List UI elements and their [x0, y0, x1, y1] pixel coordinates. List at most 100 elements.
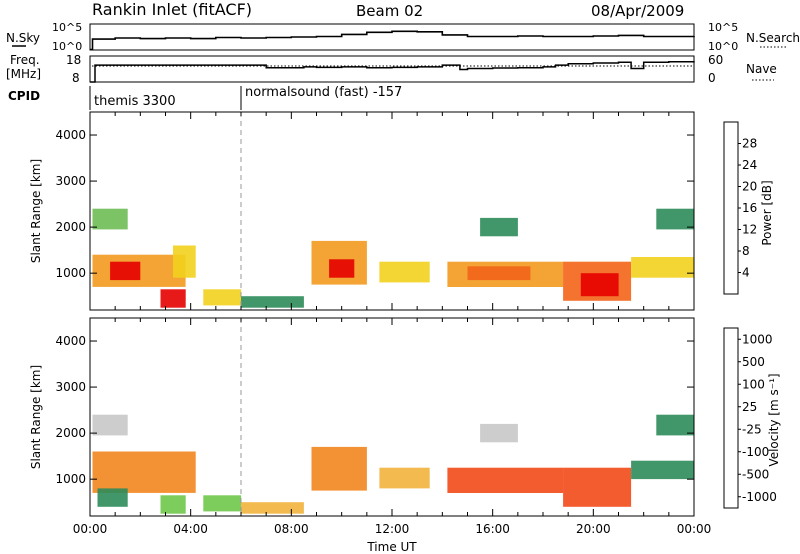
cpid-segment-1: normalsound (fast) -157 [245, 85, 402, 100]
velocity-ytick-label-0: 1000 [55, 472, 86, 486]
velocity-x-ticks: 00:00 04:00 08:00 12:00 16:00 20:00 00:00 [73, 318, 712, 536]
velocity-panel: 1000 2000 3000 4000 00:00 04:00 08:00 12:00 16:… [29, 317, 781, 554]
nave-label: Nave [746, 62, 777, 76]
power-panel: 1000 2000 3000 4000 Slant Range [km] 4 8 12 16… [29, 111, 774, 311]
power-ytick-label-2: 3000 [55, 174, 86, 188]
velocity-data [92, 414, 695, 514]
nsearch-tick-top: 10^5 [708, 21, 738, 34]
power-ylabel: Slant Range [km] [29, 159, 43, 263]
power-region-6 [241, 296, 304, 308]
velocity-colorbar: 1000 500 100 25 -25 -100 -500 -1000 [723, 327, 777, 509]
velocity-colorbar-label-4: -25 [742, 422, 762, 436]
velocity-region-7 [379, 467, 430, 489]
velocity-region-4 [203, 495, 242, 512]
power-ytick-label-3: 4000 [55, 128, 86, 142]
nsky-tick-bottom: 10^0 [52, 40, 82, 53]
velocity-region-6 [311, 446, 367, 491]
power-region-4 [173, 245, 196, 278]
freq-tick-bottom: 8 [72, 71, 80, 85]
nsky-frame [89, 23, 695, 51]
power-colorbar-label-0: 4 [742, 266, 750, 280]
nsky-series-line [90, 30, 695, 51]
velocity-xtick-label-2: 08:00 [274, 522, 309, 536]
velocity-xtick-label-1: 04:00 [173, 522, 208, 536]
chart-title: Rankin Inlet (fitACF) [92, 0, 252, 19]
velocity-region-9 [480, 423, 518, 443]
freq-panel: Freq. [MHz] 18 8 60 0 Nave [6, 53, 777, 85]
nsearch-tick-bottom: 10^0 [708, 40, 738, 53]
power-region-8 [329, 259, 355, 278]
freq-label-line2: [MHz] [6, 67, 41, 81]
velocity-colorbar-label-5: -100 [742, 445, 769, 459]
power-y-ticks: 1000 2000 3000 4000 [55, 128, 694, 280]
nave-tick-top: 60 [708, 53, 723, 67]
velocity-region-0 [92, 414, 128, 436]
power-x-ticks [89, 112, 695, 310]
velocity-colorbar-label-6: -500 [742, 467, 769, 481]
velocity-xtick-label-5: 20:00 [576, 522, 611, 536]
freq-tick-top: 18 [66, 53, 81, 67]
power-colorbar-label-5: 24 [742, 158, 757, 172]
velocity-colorbar-label-1: 500 [742, 355, 765, 369]
nsky-tick-top: 10^5 [52, 21, 82, 34]
power-colorbar-frame [723, 121, 739, 295]
velocity-colorbar-label-3: 25 [742, 400, 757, 414]
velocity-ytick-label-2: 3000 [55, 380, 86, 394]
power-region-2 [110, 261, 141, 281]
power-region-9 [379, 261, 430, 283]
cpid-label: CPID [8, 89, 40, 103]
velocity-region-3 [160, 495, 186, 514]
velocity-ylabel: Slant Range [km] [29, 365, 43, 469]
velocity-xtick-label-4: 16:00 [475, 522, 510, 536]
nsky-label: N.Sky [6, 31, 40, 45]
power-colorbar-label-2: 12 [742, 223, 757, 237]
power-colorbar-label-1: 8 [742, 244, 750, 258]
nsearch-label: N.Search [746, 31, 800, 45]
power-region-14 [631, 257, 694, 278]
date-label: 08/Apr/2009 [591, 2, 684, 20]
velocity-xtick-label-6: 00:00 [677, 522, 712, 536]
power-data [92, 208, 695, 308]
x-axis-label: Time UT [366, 540, 417, 554]
velocity-colorbar-label-7: -1000 [742, 490, 777, 504]
power-colorbar-label-6: 28 [742, 137, 757, 151]
power-colorbar-label-3: 16 [742, 201, 757, 215]
velocity-xtick-label-0: 00:00 [73, 522, 108, 536]
cpid-segment-0: themis 3300 [94, 94, 176, 109]
velocity-region-12 [656, 414, 695, 436]
power-region-3 [160, 289, 186, 308]
velocity-region-11 [631, 460, 694, 480]
power-region-11 [467, 266, 531, 281]
power-region-5 [203, 289, 242, 306]
velocity-region-8 [447, 467, 564, 493]
cpid-row: CPID themis 3300 normalsound (fast) -157 [8, 85, 402, 110]
freq-frame [89, 55, 695, 83]
power-colorbar: 4 8 12 16 20 24 28 [723, 121, 757, 295]
velocity-colorbar-frame [723, 327, 739, 509]
nsky-panel: N.Sky 10^5 10^0 10^5 10^0 N.Search [6, 21, 800, 53]
power-colorbar-label-4: 20 [742, 180, 757, 194]
power-region-0 [92, 208, 128, 230]
nave-tick-bottom: 0 [708, 71, 716, 85]
velocity-xtick-label-3: 12:00 [375, 522, 410, 536]
power-region-13 [580, 273, 619, 297]
power-region-16 [656, 208, 695, 230]
velocity-region-1 [92, 451, 196, 493]
velocity-region-2 [97, 488, 128, 507]
power-ytick-label-1: 2000 [55, 220, 86, 234]
power-region-15 [480, 217, 518, 237]
power-colorbar-label: Power [dB] [760, 180, 774, 245]
velocity-ytick-label-1: 2000 [55, 426, 86, 440]
velocity-colorbar-label-0: 1000 [742, 332, 773, 346]
velocity-y-ticks: 1000 2000 3000 4000 [55, 334, 694, 486]
velocity-colorbar-label: Velocity [m s⁻¹] [767, 373, 781, 466]
velocity-region-5 [241, 502, 304, 514]
velocity-ytick-label-3: 4000 [55, 334, 86, 348]
power-ytick-label-0: 1000 [55, 266, 86, 280]
beam-label: Beam 02 [356, 2, 423, 20]
velocity-colorbar-label-2: 100 [742, 377, 765, 391]
velocity-region-10 [563, 467, 632, 507]
freq-series-line [90, 60, 695, 83]
freq-label-line1: Freq. [10, 53, 40, 67]
